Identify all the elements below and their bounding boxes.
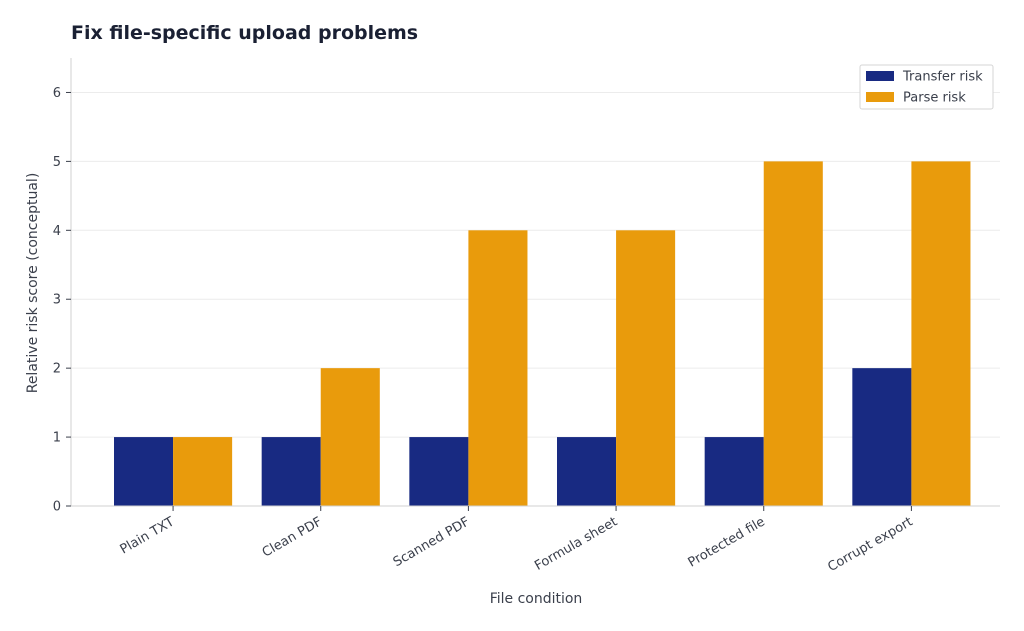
bars-layer [114,161,971,507]
bar-transfer-risk [409,437,469,506]
y-tick-label: 0 [53,500,61,515]
y-tick-label: 3 [53,293,61,308]
y-tick-label: 4 [53,224,61,239]
x-tick-label: Clean PDF [260,514,325,560]
legend-swatch [866,71,894,81]
x-tick-label: Protected file [686,514,768,570]
x-tick-label: Corrupt export [825,514,915,575]
bar-parse-risk [468,230,528,507]
y-tick-label: 2 [53,362,61,377]
bar-transfer-risk [852,368,912,506]
y-ticks: 0 1 2 3 4 5 6 [53,86,71,515]
bar-transfer-risk [114,437,174,506]
bar-transfer-risk [557,437,617,506]
x-tick-label: Scanned PDF [391,514,473,570]
bar-parse-risk [173,437,233,506]
y-tick-label: 6 [53,86,61,101]
x-ticks: Plain TXT Clean PDF Scanned PDF Formula she… [118,506,915,575]
legend: Transfer risk Parse risk [859,64,994,110]
legend-label: Parse risk [903,91,966,106]
y-tick-label: 5 [53,155,61,170]
grid-layer [71,91,1000,438]
legend-swatch [866,92,894,102]
bar-transfer-risk [704,437,764,506]
bar-parse-risk [616,230,676,507]
y-axis-label: Relative risk score (conceptual) [25,173,41,394]
x-tick-label: Plain TXT [118,514,177,557]
y-tick-label: 1 [53,431,61,446]
x-axis-label: File condition [490,591,583,607]
bar-parse-risk [911,161,971,506]
x-tick-label: Formula sheet [532,514,620,573]
legend-label: Transfer risk [902,70,983,85]
bar-parse-risk [763,161,823,506]
bar-transfer-risk [261,437,321,506]
bar-parse-risk [320,368,380,506]
chart-title: Fix file-specific upload problems [71,22,418,44]
